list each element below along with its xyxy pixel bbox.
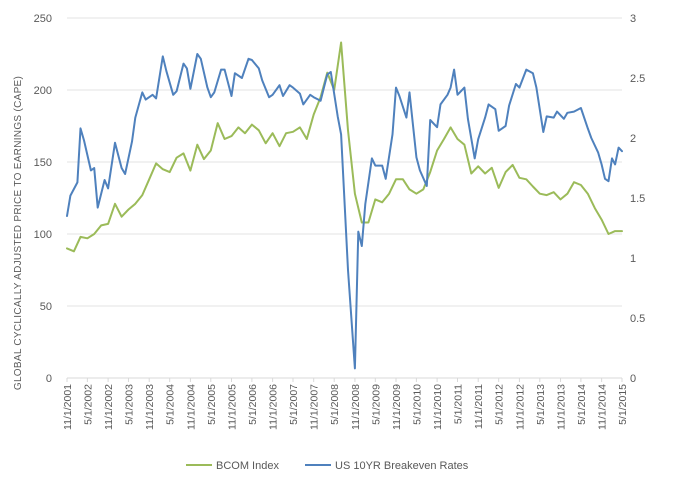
left-tick-label: 0 — [46, 373, 52, 385]
x-tick-label: 11/1/2012 — [514, 384, 526, 430]
x-tick-label: 11/1/2008 — [350, 384, 362, 430]
x-tick-label: 5/1/2003 — [123, 384, 135, 425]
x-tick-label: 11/1/2006 — [268, 384, 280, 430]
right-tick-label: 2 — [630, 133, 636, 145]
left-tick-label: 100 — [34, 229, 52, 241]
right-tick-label: 0 — [630, 373, 636, 385]
x-tick-label: 11/1/2001 — [62, 384, 74, 430]
x-tick-label: 11/1/2013 — [556, 384, 568, 430]
left-axis-ticks: 0 50 100 150 200 250 — [34, 13, 52, 385]
right-axis-ticks: 0 0.5 1 1.5 2 2.5 3 — [630, 13, 645, 385]
legend: BCOM Index US 10YR Breakeven Rates — [186, 460, 469, 472]
x-tick-label: 11/1/2002 — [103, 384, 115, 430]
y-axis-title: GLOBAL CYCLICALLY ADJUSTED PRICE TO EARN… — [13, 76, 24, 390]
series-line-bcom — [66, 41, 623, 253]
series-layer — [66, 41, 623, 370]
x-tick-label: 5/1/2010 — [411, 384, 423, 425]
x-tick-label: 11/1/2011 — [473, 384, 485, 429]
x-tick-label: 5/1/2006 — [247, 384, 259, 425]
legend-label-breakeven: US 10YR Breakeven Rates — [335, 460, 469, 472]
left-tick-label: 200 — [34, 85, 52, 97]
x-tick-label: 5/1/2011 — [452, 384, 464, 424]
legend-label-bcom: BCOM Index — [216, 460, 279, 472]
x-tick-label: 5/1/2009 — [370, 384, 382, 425]
x-tick-label: 11/1/2007 — [309, 384, 321, 430]
series-line-breakeven — [66, 53, 623, 370]
x-axis-ticks: 11/1/2001 5/1/2002 11/1/2002 5/1/2003 11/1/2… — [62, 378, 629, 430]
x-tick-label: 5/1/2002 — [82, 384, 94, 425]
right-tick-label: 1 — [630, 253, 636, 265]
right-tick-label: 3 — [630, 13, 636, 25]
left-tick-label: 250 — [34, 13, 52, 25]
x-tick-label: 11/1/2003 — [144, 384, 156, 430]
right-tick-label: 1.5 — [630, 193, 645, 205]
right-tick-label: 2.5 — [630, 73, 645, 85]
x-tick-label: 5/1/2004 — [165, 384, 177, 425]
x-tick-label: 5/1/2014 — [576, 384, 588, 425]
x-tick-label: 5/1/2013 — [535, 384, 547, 425]
left-tick-label: 150 — [34, 157, 52, 169]
x-tick-label: 5/1/2012 — [494, 384, 506, 425]
x-tick-label: 11/1/2005 — [227, 384, 239, 430]
x-tick-label: 11/1/2004 — [185, 384, 197, 430]
left-tick-label: 50 — [40, 301, 52, 313]
gridlines — [67, 17, 622, 307]
x-tick-label: 11/1/2010 — [432, 384, 444, 430]
x-tick-label: 11/1/2009 — [391, 384, 403, 430]
x-tick-label: 5/1/2005 — [206, 384, 218, 425]
x-tick-label: 5/1/2015 — [617, 384, 629, 425]
x-tick-label: 11/1/2014 — [597, 384, 609, 430]
right-tick-label: 0.5 — [630, 313, 645, 325]
x-tick-label: 5/1/2008 — [329, 384, 341, 425]
x-tick-label: 5/1/2007 — [288, 384, 300, 425]
